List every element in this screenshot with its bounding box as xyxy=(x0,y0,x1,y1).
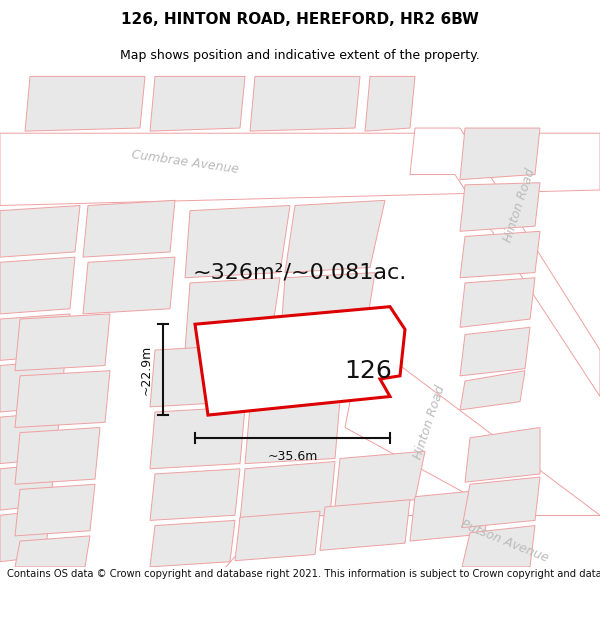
Polygon shape xyxy=(335,451,425,507)
Polygon shape xyxy=(150,521,235,567)
Polygon shape xyxy=(15,371,110,428)
Text: Hinton Road: Hinton Road xyxy=(412,384,448,461)
Polygon shape xyxy=(0,133,600,206)
Polygon shape xyxy=(245,399,340,464)
Polygon shape xyxy=(280,272,375,345)
Polygon shape xyxy=(25,76,145,131)
Text: Hinton Road: Hinton Road xyxy=(502,167,538,244)
Text: Map shows position and indicative extent of the property.: Map shows position and indicative extent… xyxy=(120,49,480,62)
Polygon shape xyxy=(365,76,415,131)
Polygon shape xyxy=(0,361,65,412)
Polygon shape xyxy=(150,345,245,407)
Polygon shape xyxy=(0,510,50,562)
Text: ~326m²/~0.081ac.: ~326m²/~0.081ac. xyxy=(193,262,407,282)
Polygon shape xyxy=(460,182,540,231)
Polygon shape xyxy=(15,484,95,536)
Polygon shape xyxy=(462,477,540,528)
Polygon shape xyxy=(150,407,245,469)
Polygon shape xyxy=(0,464,55,510)
Polygon shape xyxy=(195,307,405,415)
Polygon shape xyxy=(185,206,290,278)
Text: Cumbrae Avenue: Cumbrae Avenue xyxy=(130,148,239,176)
Polygon shape xyxy=(0,412,60,464)
Polygon shape xyxy=(460,328,530,376)
Polygon shape xyxy=(285,201,385,272)
Polygon shape xyxy=(345,366,600,567)
Polygon shape xyxy=(0,206,80,257)
Polygon shape xyxy=(245,340,340,402)
Polygon shape xyxy=(410,128,600,396)
Polygon shape xyxy=(460,128,540,179)
Polygon shape xyxy=(410,489,490,541)
Polygon shape xyxy=(240,461,335,521)
Text: 126, HINTON ROAD, HEREFORD, HR2 6BW: 126, HINTON ROAD, HEREFORD, HR2 6BW xyxy=(121,12,479,28)
Polygon shape xyxy=(465,428,540,483)
Polygon shape xyxy=(460,371,525,410)
Polygon shape xyxy=(83,201,175,257)
Text: ~22.9m: ~22.9m xyxy=(139,344,152,395)
Polygon shape xyxy=(150,76,245,131)
Text: 126: 126 xyxy=(344,359,392,383)
Polygon shape xyxy=(15,428,100,484)
Polygon shape xyxy=(15,536,90,567)
Polygon shape xyxy=(185,278,280,350)
Polygon shape xyxy=(250,76,360,131)
Polygon shape xyxy=(0,257,75,314)
Polygon shape xyxy=(0,314,70,361)
Polygon shape xyxy=(225,515,600,567)
Polygon shape xyxy=(460,231,540,278)
Polygon shape xyxy=(83,257,175,314)
Polygon shape xyxy=(15,314,110,371)
Polygon shape xyxy=(462,526,535,567)
Polygon shape xyxy=(320,500,410,551)
Text: Contains OS data © Crown copyright and database right 2021. This information is : Contains OS data © Crown copyright and d… xyxy=(7,569,600,579)
Polygon shape xyxy=(460,278,535,328)
Polygon shape xyxy=(235,511,320,561)
Polygon shape xyxy=(150,469,240,521)
Text: Putson Avenue: Putson Avenue xyxy=(459,518,551,564)
Text: ~35.6m: ~35.6m xyxy=(268,450,317,463)
